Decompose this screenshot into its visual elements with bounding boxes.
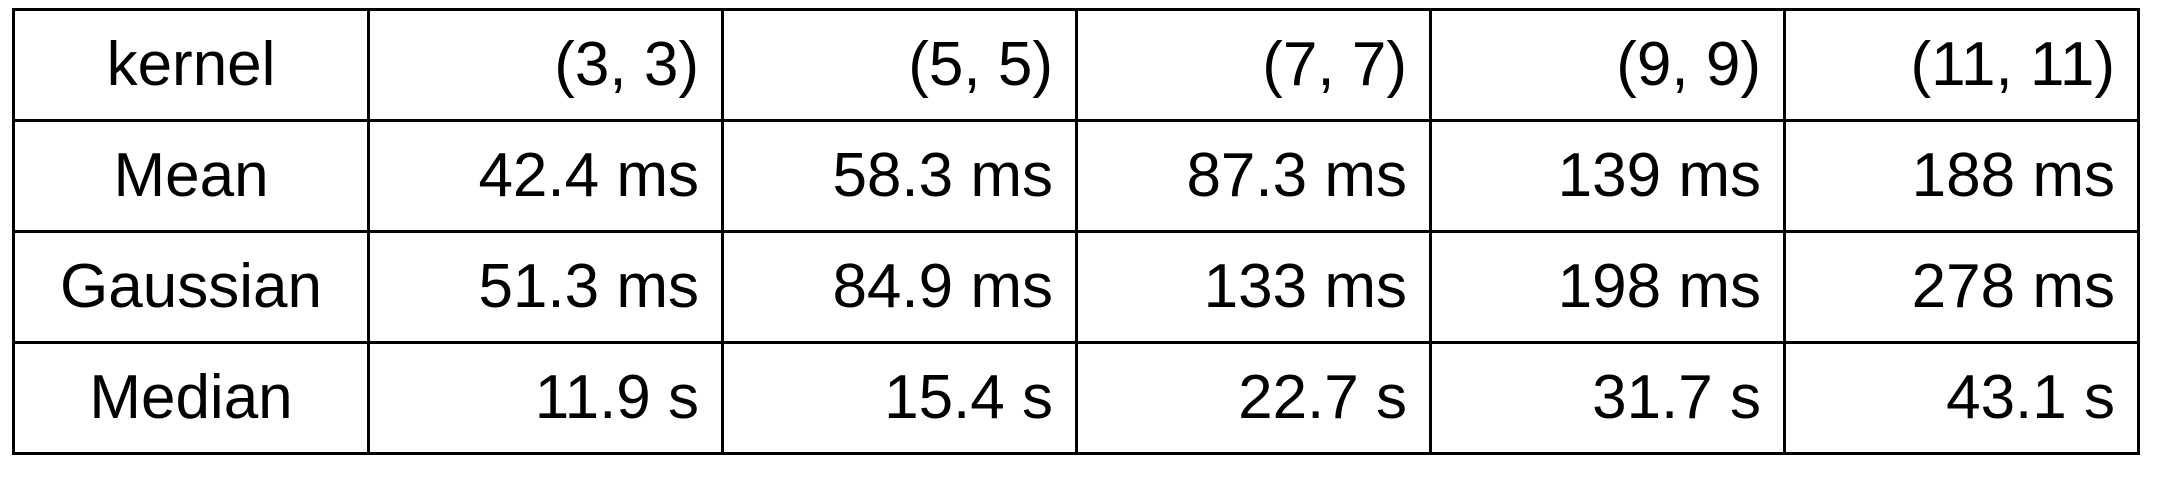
header-label-cell: kernel	[12, 8, 370, 122]
table-row-mean: Mean 42.4 ms 58.3 ms 87.3 ms 139 ms 188 …	[12, 119, 2140, 233]
row-label-median: Median	[12, 341, 370, 455]
table-cell: 87.3 ms	[1075, 119, 1432, 233]
row-label-mean: Mean	[12, 119, 370, 233]
table-cell: 42.4 ms	[367, 119, 724, 233]
table-header-row: kernel (3, 3) (5, 5) (7, 7) (9, 9) (11, …	[12, 8, 2140, 122]
table-cell: 11.9 s	[367, 341, 724, 455]
header-kernel-9x9: (9, 9)	[1429, 8, 1786, 122]
row-label-gaussian: Gaussian	[12, 230, 370, 344]
timing-table-container: kernel (3, 3) (5, 5) (7, 7) (9, 9) (11, …	[12, 8, 2140, 455]
table-cell: 51.3 ms	[367, 230, 724, 344]
table-row-median: Median 11.9 s 15.4 s 22.7 s 31.7 s 43.1 …	[12, 341, 2140, 455]
header-kernel-5x5: (5, 5)	[721, 8, 1078, 122]
table-cell: 278 ms	[1783, 230, 2140, 344]
table-cell: 15.4 s	[721, 341, 1078, 455]
table-row-gaussian: Gaussian 51.3 ms 84.9 ms 133 ms 198 ms 2…	[12, 230, 2140, 344]
table-cell: 84.9 ms	[721, 230, 1078, 344]
table-cell: 22.7 s	[1075, 341, 1432, 455]
kernel-timing-table: kernel (3, 3) (5, 5) (7, 7) (9, 9) (11, …	[12, 8, 2140, 455]
table-cell: 58.3 ms	[721, 119, 1078, 233]
table-cell: 43.1 s	[1783, 341, 2140, 455]
header-kernel-3x3: (3, 3)	[367, 8, 724, 122]
table-cell: 31.7 s	[1429, 341, 1786, 455]
header-kernel-7x7: (7, 7)	[1075, 8, 1432, 122]
table-cell: 133 ms	[1075, 230, 1432, 344]
table-cell: 198 ms	[1429, 230, 1786, 344]
table-cell: 188 ms	[1783, 119, 2140, 233]
table-cell: 139 ms	[1429, 119, 1786, 233]
header-kernel-11x11: (11, 11)	[1783, 8, 2140, 122]
